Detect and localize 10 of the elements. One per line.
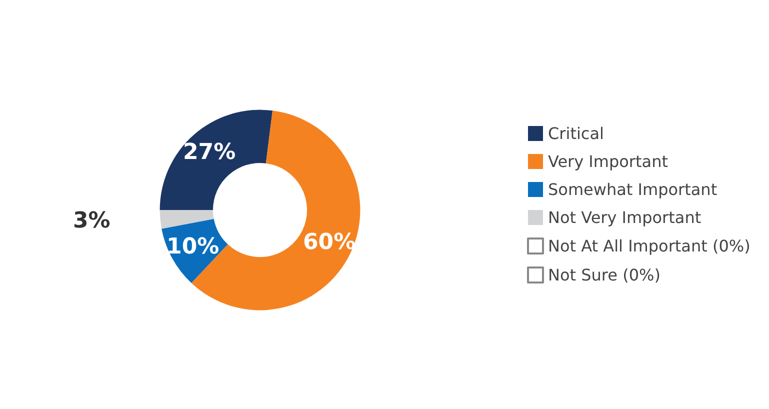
data-label: 27%	[182, 140, 236, 166]
legend-label: Very Important	[548, 152, 668, 171]
legend-label: Somewhat Important	[548, 180, 718, 199]
data-label: 10%	[166, 234, 220, 260]
legend-label: Not Sure (0%)	[548, 266, 660, 284]
legend-label: Not Very Important	[548, 208, 702, 227]
data-label: 3%	[72, 208, 110, 234]
legend-label: Not At All Important (0%)	[548, 236, 750, 256]
data-label: 60%	[302, 230, 356, 256]
legend-label: Critical	[548, 124, 604, 143]
